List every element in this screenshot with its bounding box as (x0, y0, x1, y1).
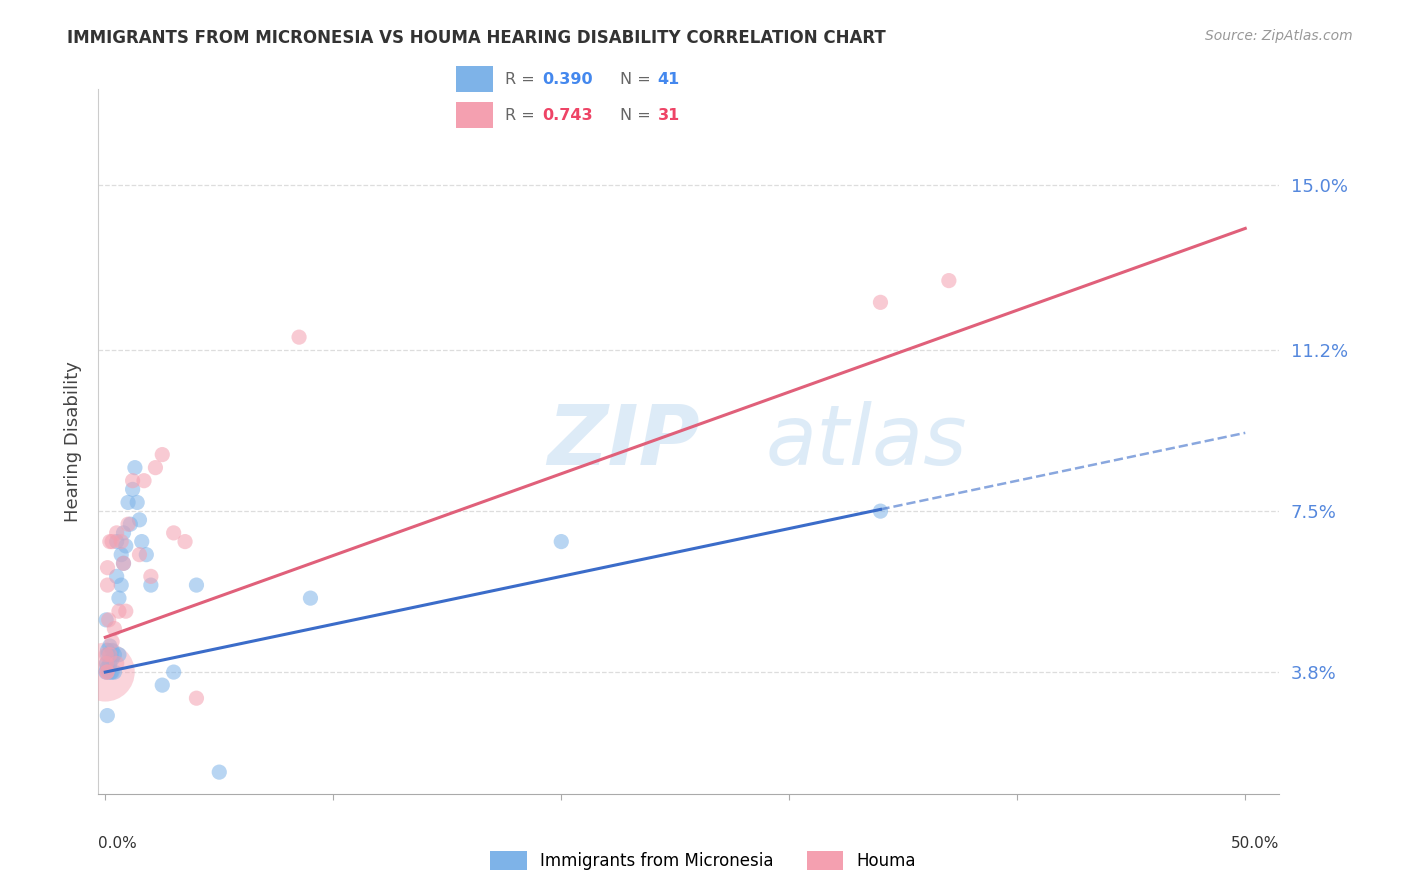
Point (117, 517, 139, 532)
Text: N =: N = (620, 71, 657, 87)
Text: N =: N = (620, 108, 657, 123)
Point (110, 578, 132, 592)
Point (103, 648, 125, 662)
Point (96, 643, 118, 657)
Point (96, 648, 118, 662)
Point (112, 557, 135, 571)
Point (145, 460, 167, 475)
Y-axis label: Hearing Disability: Hearing Disability (63, 361, 82, 522)
Point (186, 691, 208, 706)
Text: 50.0%: 50.0% (1232, 836, 1279, 851)
Point (131, 534, 153, 549)
Point (108, 591, 131, 606)
Point (174, 534, 197, 549)
Legend: Immigrants from Micronesia, Houma: Immigrants from Micronesia, Houma (484, 844, 922, 877)
Point (96, 657, 118, 671)
Text: 41: 41 (658, 71, 679, 87)
Point (96, 708, 118, 723)
Point (135, 548, 157, 562)
Point (938, 274, 960, 288)
Point (96, 665, 118, 679)
Point (96, 613, 118, 627)
Point (101, 643, 124, 657)
Point (139, 569, 162, 583)
Point (110, 548, 132, 562)
Point (98, 534, 121, 549)
Point (114, 604, 136, 618)
Point (112, 557, 135, 571)
Text: R =: R = (505, 71, 540, 87)
Text: atlas: atlas (766, 401, 967, 482)
Bar (456, 66, 494, 92)
Point (114, 539, 136, 553)
Point (103, 665, 125, 679)
Point (97, 665, 120, 679)
Point (101, 652, 124, 666)
Point (101, 534, 124, 549)
Point (96, 665, 118, 679)
Point (96, 657, 118, 671)
Point (139, 578, 162, 592)
Text: Source: ZipAtlas.com: Source: ZipAtlas.com (1205, 29, 1353, 43)
Text: 0.0%: 0.0% (98, 836, 138, 851)
Point (98, 648, 121, 662)
Point (110, 534, 132, 549)
Point (101, 665, 124, 679)
Point (132, 474, 155, 488)
Point (98, 639, 121, 653)
Point (121, 474, 143, 488)
Point (117, 495, 139, 509)
Point (186, 578, 208, 592)
Point (101, 634, 124, 648)
Point (127, 495, 149, 509)
Point (105, 525, 128, 540)
Point (163, 525, 186, 540)
Bar (456, 103, 494, 128)
Point (150, 678, 173, 692)
Point (299, 591, 322, 606)
Point (150, 448, 173, 462)
Point (96, 560, 118, 574)
Text: ZIP: ZIP (547, 401, 700, 482)
Text: 0.743: 0.743 (543, 108, 593, 123)
Text: 0.390: 0.390 (543, 71, 593, 87)
Point (121, 483, 143, 497)
Point (105, 569, 128, 583)
Point (108, 604, 131, 618)
Point (112, 525, 135, 540)
Point (208, 765, 231, 780)
Point (550, 534, 572, 549)
Point (869, 295, 891, 310)
Point (98, 657, 121, 671)
Point (128, 513, 150, 527)
Point (100, 665, 122, 679)
Text: IMMIGRANTS FROM MICRONESIA VS HOUMA HEARING DISABILITY CORRELATION CHART: IMMIGRANTS FROM MICRONESIA VS HOUMA HEAR… (67, 29, 886, 46)
Point (105, 657, 128, 671)
Text: R =: R = (505, 108, 540, 123)
Point (108, 648, 131, 662)
Point (96, 648, 118, 662)
Point (120, 517, 142, 532)
Point (288, 330, 311, 344)
Text: 31: 31 (658, 108, 679, 123)
Point (103, 622, 125, 636)
Point (97, 613, 120, 627)
Point (94, 665, 117, 679)
Point (163, 665, 186, 679)
Point (869, 504, 891, 518)
Point (96, 661, 118, 675)
Point (96, 578, 118, 592)
Point (124, 460, 146, 475)
Point (105, 534, 128, 549)
Point (94, 665, 117, 679)
Point (128, 548, 150, 562)
